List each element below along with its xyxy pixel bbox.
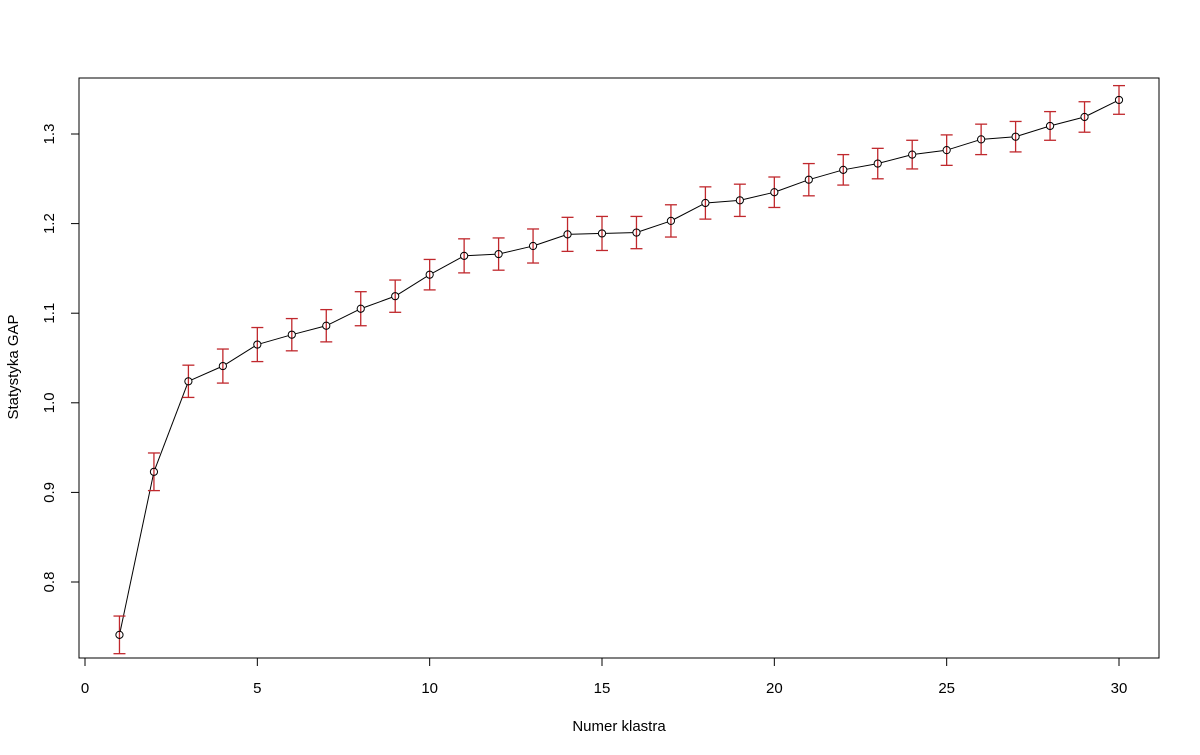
x-tick-label: 0 [81,680,89,697]
plot-area-box [78,77,1160,659]
series-segment [1053,117,1082,126]
data-point [1011,132,1020,141]
data-point [770,188,779,197]
data-point [253,340,262,349]
data-point [391,292,400,301]
data-point [184,377,193,386]
series-segment [432,257,462,274]
series-segment [536,235,565,246]
data-point [942,146,951,155]
data-point [701,198,710,208]
series-segment [673,204,703,220]
series-segment [329,309,358,325]
data-point [322,321,331,330]
series-segment [191,367,220,381]
series-segment [225,346,255,365]
series-segment [260,335,289,345]
y-tick-label: 1.0 [41,392,58,413]
series-segment [743,192,771,200]
data-point [597,229,607,238]
data-point [149,467,159,476]
series-line-group [119,101,1116,632]
x-tick-label: 5 [253,680,261,697]
series-segment [949,139,978,150]
data-point [115,630,124,639]
series-segment [708,200,737,204]
data-point [735,196,744,205]
point-group [115,95,1124,639]
data-point [1114,95,1124,105]
data-point [839,165,848,174]
x-tick-label: 15 [594,680,611,697]
data-point [804,175,813,184]
x-axis: 0 5 10 15 20 25 30 [81,657,1128,697]
data-point [287,330,296,339]
data-point [563,230,572,239]
data-point [908,150,917,159]
data-point [494,249,503,259]
data-point [666,216,676,226]
y-tick-label: 0.8 [41,572,58,593]
series-segment [119,475,154,632]
series-segment [1018,126,1047,137]
data-point [1080,112,1089,122]
data-point [460,251,469,260]
series-segment [397,276,427,295]
series-segment [363,296,392,308]
x-tick-label: 10 [421,680,438,697]
data-point [356,304,365,313]
series-segment [571,233,599,235]
data-point [977,135,986,144]
y-tick-label: 1.3 [41,124,58,145]
series-segment [915,150,944,155]
series-segment [1087,101,1116,116]
data-point [1045,121,1055,131]
y-tick-label: 0.9 [41,482,58,503]
x-tick-label: 25 [938,680,955,697]
y-axis: 0.8 0.9 1.0 1.1 1.2 1.3 [41,124,80,593]
series-segment [467,253,496,257]
series-segment [881,155,909,164]
x-tick-label: 30 [1111,680,1128,697]
data-point [528,241,538,251]
y-axis-label: Statystyka GAP [5,314,22,419]
data-point [425,270,434,279]
y-tick-label: 1.1 [41,303,58,324]
x-axis-label: Numer klastra [572,718,666,735]
x-tick-label: 20 [766,680,783,697]
series-segment [295,326,323,335]
series-segment [984,136,1013,140]
data-point [632,228,641,237]
data-point [873,159,882,168]
y-tick-label: 1.2 [41,213,58,234]
series-segment [777,180,806,192]
series-segment [154,384,188,469]
series-segment [846,163,875,170]
series-segment [501,246,530,254]
series-segment [605,232,633,234]
errorbar-group [113,84,1125,655]
series-segment [812,170,840,180]
data-point [218,361,227,371]
series-segment [639,221,668,232]
